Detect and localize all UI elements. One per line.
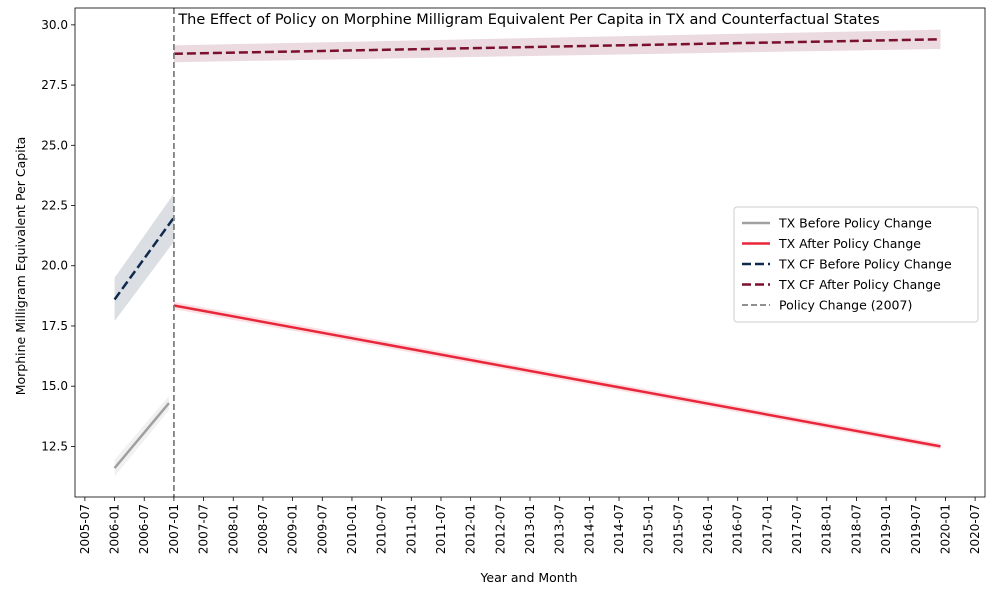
x-tick-label: 2008-07 xyxy=(256,504,270,554)
series-line-3 xyxy=(173,38,941,56)
legend-label: TX After Policy Change xyxy=(778,236,921,251)
legend: TX Before Policy Change TX After Policy C… xyxy=(733,206,979,323)
y-tick-label: 27.5 xyxy=(41,78,68,92)
chart-title: The Effect of Policy on Morphine Milligr… xyxy=(177,12,879,28)
legend-label: TX Before Policy Change xyxy=(778,216,932,231)
y-axis-title: Morphine Milligram Equivalent Per Capita xyxy=(13,137,28,396)
x-tick-label: 2018-01 xyxy=(820,504,834,554)
x-tick-label: 2009-07 xyxy=(315,504,329,554)
y-tick-label: 30.0 xyxy=(41,18,68,32)
x-tick-label: 2005-07 xyxy=(78,504,92,554)
x-tick-label: 2012-01 xyxy=(464,504,478,554)
series-line-2 xyxy=(113,216,175,301)
x-tick-label: 2015-01 xyxy=(642,504,656,554)
x-tick-label: 2016-01 xyxy=(701,504,715,554)
x-tick-label: 2011-01 xyxy=(404,504,418,554)
y-tick-label: 15.0 xyxy=(41,379,68,393)
x-tick-label: 2020-01 xyxy=(938,504,952,554)
x-axis-title: Year and Month xyxy=(479,570,577,585)
x-tick-label: 2006-01 xyxy=(108,504,122,554)
y-tick-label: 22.5 xyxy=(41,199,68,213)
y-tick-label: 20.0 xyxy=(41,259,68,273)
x-tick-label: 2014-07 xyxy=(612,504,626,554)
x-tick-label: 2016-07 xyxy=(731,504,745,554)
x-tick-label: 2020-07 xyxy=(968,504,982,554)
x-tick-label: 2013-07 xyxy=(553,504,567,554)
x-tick-label: 2014-01 xyxy=(582,504,596,554)
y-tick-label: 17.5 xyxy=(41,319,68,333)
x-tick-label: 2006-07 xyxy=(137,504,151,554)
x-tick-label: 2015-07 xyxy=(671,504,685,554)
x-tick-label: 2007-01 xyxy=(167,504,181,554)
x-tick-label: 2008-01 xyxy=(226,504,240,554)
x-tick-label: 2017-01 xyxy=(760,504,774,554)
x-tick-label: 2007-07 xyxy=(197,504,211,554)
x-tick-label: 2011-07 xyxy=(434,504,448,554)
x-tick-label: 2013-01 xyxy=(523,504,537,554)
legend-label: Policy Change (2007) xyxy=(779,298,912,313)
series-line-1 xyxy=(173,304,941,448)
legend-label: TX CF Before Policy Change xyxy=(778,257,952,272)
y-tick-label: 25.0 xyxy=(41,138,68,152)
x-tick-label: 2018-07 xyxy=(849,504,863,554)
x-tick-label: 2012-07 xyxy=(493,504,507,554)
x-tick-label: 2010-01 xyxy=(345,504,359,554)
y-tick-label: 12.5 xyxy=(41,439,68,453)
legend-box xyxy=(733,206,979,323)
series-line-0 xyxy=(113,402,170,469)
x-tick-label: 2019-01 xyxy=(879,504,893,554)
x-tick-label: 2019-07 xyxy=(909,504,923,554)
legend-label: TX CF After Policy Change xyxy=(778,277,941,292)
x-tick-label: 2009-01 xyxy=(286,504,300,554)
x-tick-label: 2017-07 xyxy=(790,504,804,554)
confidence-band-2 xyxy=(114,193,174,322)
x-tick-label: 2010-07 xyxy=(375,504,389,554)
